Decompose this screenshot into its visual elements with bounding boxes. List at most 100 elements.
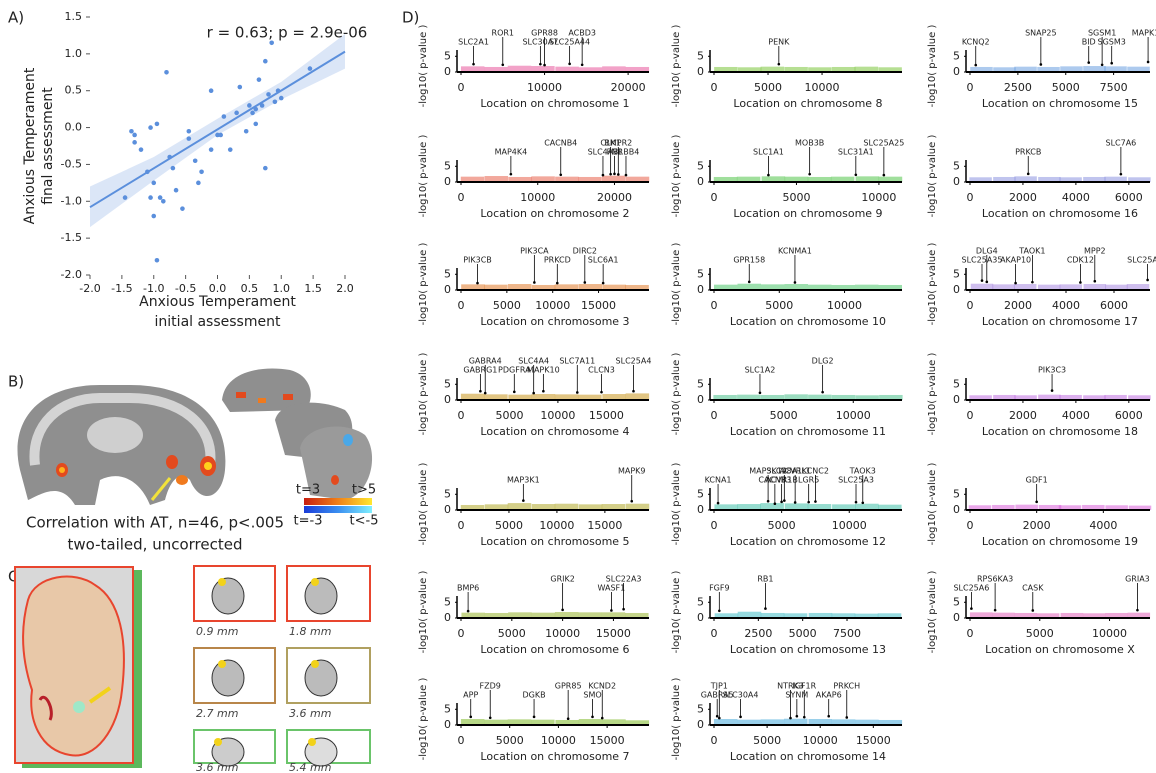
annotation-label: GDF1 <box>1026 476 1048 485</box>
y-axis-label: -log10( p-value ) <box>671 678 682 761</box>
x-tick-label: 10000 <box>805 81 840 94</box>
x-tick-label: 5000 <box>753 734 781 747</box>
point <box>218 133 223 138</box>
y-tick-label: 5 <box>444 49 451 62</box>
annotation-label: GABRG1 <box>463 366 497 375</box>
annotation-point <box>767 500 770 503</box>
snp-band <box>508 503 532 510</box>
annotation-label: CLCN3 <box>588 366 615 375</box>
y-tick-label: 0 <box>953 283 960 296</box>
annotation-label: DLG4 <box>976 247 998 256</box>
y-tick-label: 0 <box>697 283 704 296</box>
annotation-point <box>539 63 542 66</box>
annotation-point <box>855 173 858 176</box>
annotation-label: FGF9 <box>709 584 730 593</box>
annotation-point <box>533 281 536 284</box>
point <box>199 170 204 175</box>
x-axis-label: Location on chromosome 6 <box>480 643 629 656</box>
colorbar <box>304 498 372 505</box>
x-tick-label: -2.0 <box>79 282 100 295</box>
y-axis-label: final assessment <box>40 87 56 205</box>
point <box>167 155 172 160</box>
y-tick-label: 5 <box>444 377 451 390</box>
annotation-point <box>717 502 720 505</box>
y-tick-label: -1.0 <box>61 194 82 207</box>
y-tick-label: 0 <box>697 393 704 406</box>
x-tick-label: 0 <box>711 734 718 747</box>
x-tick-label: 5000 <box>770 409 798 422</box>
point <box>263 166 268 171</box>
x-tick-label: 0 <box>967 519 974 532</box>
annotation-point <box>567 717 570 720</box>
y-axis-label: -log10( p-value ) <box>418 571 429 654</box>
y-tick-label: 0 <box>444 283 451 296</box>
annotation-point <box>1079 281 1082 284</box>
y-axis-label: -log10( p-value ) <box>418 353 429 436</box>
annotation-point <box>789 717 792 720</box>
annotation-point <box>718 717 721 720</box>
annotation-label: IGF1R <box>792 682 816 691</box>
y-axis-label: -log10( p-value ) <box>927 25 938 108</box>
point <box>250 111 255 116</box>
x-axis-label: initial assessment <box>155 314 281 330</box>
annotation-label: TJP1 <box>710 682 728 691</box>
x-axis-label: Location on chromosome 10 <box>730 315 886 328</box>
annotation-point <box>630 500 633 503</box>
annotation-label: SLC1A2 <box>745 366 776 375</box>
x-tick-label: 0 <box>458 81 465 94</box>
x-tick-label: 15000 <box>589 409 624 422</box>
annotation-point <box>609 173 612 176</box>
annotation-point <box>501 63 504 66</box>
y-axis-label: -log10( p-value ) <box>418 463 429 546</box>
annotation-label: PENK <box>768 38 790 47</box>
annotation-point <box>469 716 472 719</box>
x-tick-label: 10000 <box>827 299 862 312</box>
depth-label: 5.4 mm <box>289 761 331 773</box>
annotation-point <box>600 391 603 394</box>
point <box>222 114 227 119</box>
annotation-label: SYNM <box>785 691 808 700</box>
annotation-label: PIK3CB <box>463 256 492 265</box>
annotation-point <box>1087 61 1090 64</box>
point <box>132 133 137 138</box>
annotation-label: AKAP10 <box>1000 256 1031 265</box>
annotation-point <box>764 607 767 610</box>
annotation-label: SLC2A1 <box>458 38 489 47</box>
annotation-label: ROR1 <box>492 29 515 38</box>
annotation-point <box>602 174 605 177</box>
annotation-label: SLC30A4 <box>723 691 759 700</box>
x-tick-label: 0 <box>967 191 974 204</box>
annotation-point <box>1136 609 1139 612</box>
x-tick-label: 2000 <box>1009 409 1037 422</box>
annotation-point <box>861 501 864 504</box>
y-tick-label: 5 <box>444 159 451 172</box>
x-tick-label: 5000 <box>1026 627 1054 640</box>
annotation-point <box>522 499 525 502</box>
x-axis-label: Location on chromosome 2 <box>480 207 629 220</box>
x-tick-label: 0 <box>967 81 974 94</box>
x-tick-label: 0 <box>458 191 465 204</box>
point <box>145 170 150 175</box>
y-tick-label: 0 <box>444 611 451 624</box>
annotation-point <box>994 609 997 612</box>
point <box>257 77 262 82</box>
point <box>164 70 169 75</box>
x-tick-label: 2.0 <box>336 282 354 295</box>
x-tick-label: 2000 <box>1004 299 1032 312</box>
x-axis-label: Location on chromosome 4 <box>480 425 629 438</box>
annotation-point <box>584 281 587 284</box>
annotation-point <box>622 608 625 611</box>
x-tick-label: 5000 <box>768 519 796 532</box>
y-tick-label: 5 <box>697 49 704 62</box>
annotation-point <box>814 500 817 503</box>
annotation-point <box>1120 173 1123 176</box>
annotation-label: SGSM3 <box>1098 38 1126 47</box>
point <box>253 107 258 112</box>
y-axis-label: -log10( p-value ) <box>671 353 682 436</box>
x-tick-label: 4000 <box>1062 191 1090 204</box>
annotation-point <box>759 391 762 394</box>
x-tick-label: 10000 <box>545 627 580 640</box>
x-tick-label: 0 <box>711 191 718 204</box>
annotation-point <box>510 173 513 176</box>
annotation-label: MOB3B <box>795 139 824 148</box>
